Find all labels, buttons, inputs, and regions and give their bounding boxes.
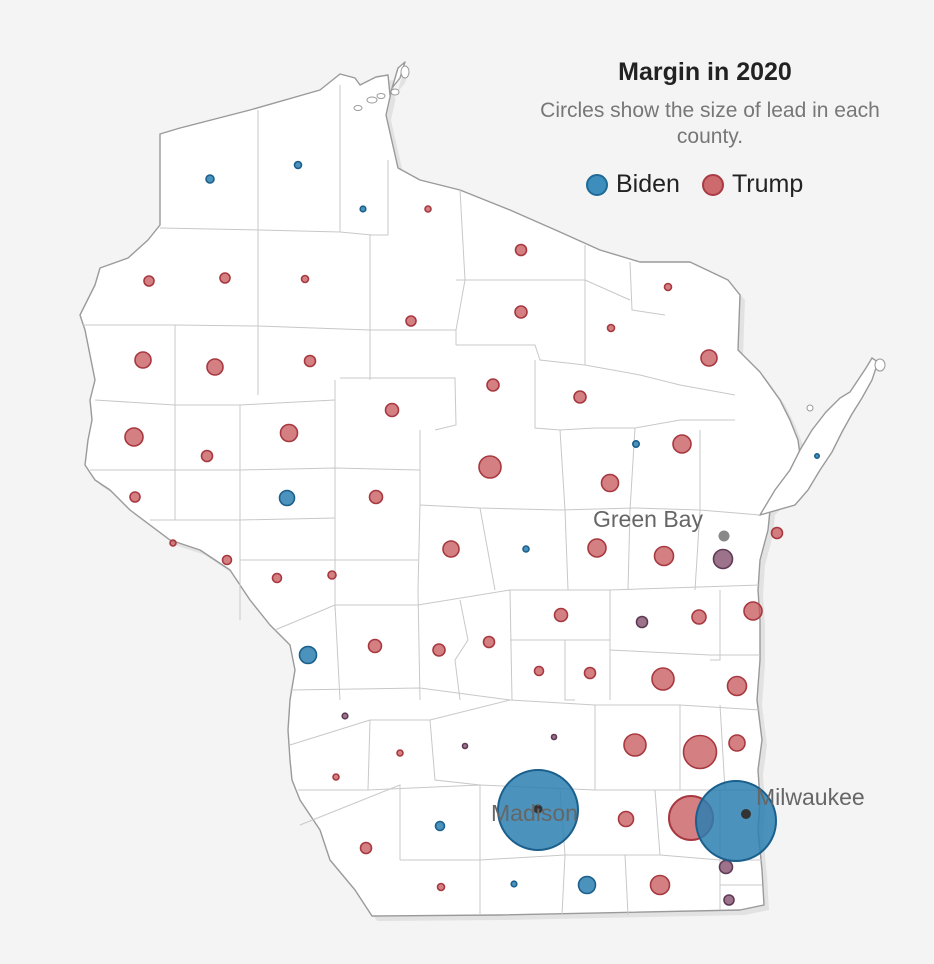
trump-lead-circle bbox=[700, 349, 718, 367]
biden-lead-circle bbox=[522, 545, 530, 553]
trump-lead-circle bbox=[359, 841, 373, 855]
legend-trump: Trump bbox=[701, 170, 804, 199]
trump-lead-circle bbox=[300, 274, 310, 284]
biden-lead-circle bbox=[278, 489, 296, 507]
door-peninsula bbox=[758, 357, 879, 517]
trump-lead-circle bbox=[770, 526, 784, 540]
trump-lead-circle bbox=[617, 810, 635, 828]
biden-lead-circle bbox=[434, 820, 446, 832]
milwaukee-dot bbox=[741, 809, 751, 819]
biden-lead-circle bbox=[577, 875, 597, 895]
county-circles bbox=[124, 160, 820, 906]
trump-lead-circle bbox=[367, 638, 383, 654]
overlap-lead-circle bbox=[712, 548, 734, 570]
trump-lead-circle bbox=[728, 734, 746, 752]
trump-lead-circle bbox=[486, 378, 500, 392]
legend-title: Margin in 2020 bbox=[618, 58, 792, 86]
trump-lead-circle bbox=[384, 402, 400, 418]
trump-lead-circle bbox=[691, 609, 707, 625]
trump-lead-circle bbox=[514, 243, 528, 257]
milwaukee-label: Milwaukee bbox=[756, 784, 865, 810]
biden-lead-circle bbox=[813, 452, 820, 459]
trump-lead-circle bbox=[327, 570, 337, 580]
trump-lead-circle bbox=[143, 275, 155, 287]
trump-lead-circle bbox=[405, 315, 417, 327]
madison-dot bbox=[533, 804, 543, 814]
trump-lead-circle bbox=[124, 427, 144, 447]
trump-lead-circle bbox=[553, 607, 569, 623]
trump-lead-circle bbox=[649, 874, 671, 896]
trump-lead-circle bbox=[482, 635, 496, 649]
overlap-lead-circle bbox=[341, 712, 349, 720]
trump-lead-circle bbox=[396, 749, 404, 757]
biden-label: Biden bbox=[616, 170, 680, 198]
trump-lead-circle bbox=[478, 455, 502, 479]
trump-lead-circle bbox=[206, 358, 224, 376]
trump-lead-circle bbox=[583, 666, 597, 680]
biden-lead-circle bbox=[205, 174, 215, 184]
trump-lead-circle bbox=[442, 540, 460, 558]
biden-lead-circle bbox=[695, 780, 777, 862]
small-island bbox=[806, 404, 814, 412]
overlap-lead-circle bbox=[718, 859, 734, 875]
biden-lead-circle bbox=[293, 160, 303, 170]
trump-lead-circle bbox=[573, 390, 587, 404]
biden-lead-circle bbox=[298, 645, 318, 665]
state-land bbox=[79, 61, 803, 917]
overlap-lead-circle bbox=[635, 615, 649, 629]
trump-lead-circle bbox=[436, 882, 446, 892]
trump-lead-circle bbox=[332, 773, 340, 781]
biden-lead-circle bbox=[510, 880, 518, 888]
trump-lead-circle bbox=[134, 351, 152, 369]
legend-biden: Biden bbox=[586, 170, 680, 199]
green-bay-dot bbox=[718, 530, 730, 542]
biden-swatch-icon bbox=[586, 173, 608, 196]
trump-lead-circle bbox=[279, 423, 299, 443]
trump-lead-circle bbox=[682, 734, 718, 770]
legend-subtitle: Circles show the size of lead in each co… bbox=[540, 99, 880, 148]
overlap-lead-circle bbox=[550, 733, 558, 741]
trump-lead-circle bbox=[743, 601, 763, 621]
overlap-lead-circle bbox=[723, 894, 735, 906]
legend-keys: Biden Trump bbox=[586, 170, 803, 199]
trump-lead-circle bbox=[726, 675, 748, 697]
trump-lead-circle bbox=[303, 354, 317, 368]
trump-lead-circle bbox=[129, 491, 141, 503]
trump-lead-circle bbox=[219, 272, 231, 284]
biden-lead-circle bbox=[631, 439, 640, 448]
biden-lead-circle bbox=[359, 205, 367, 213]
trump-lead-circle bbox=[169, 539, 177, 547]
washington-island bbox=[874, 358, 886, 372]
trump-lead-circle bbox=[663, 282, 673, 292]
trump-lead-circle bbox=[606, 323, 616, 333]
trump-lead-circle bbox=[672, 434, 692, 454]
trump-label: Trump bbox=[731, 170, 804, 198]
trump-lead-circle bbox=[368, 489, 384, 505]
city-markers: Green Bay Madison Milwaukee bbox=[491, 506, 865, 826]
trump-lead-circle bbox=[587, 538, 607, 558]
overlap-lead-circle bbox=[461, 742, 469, 750]
trump-lead-circle bbox=[221, 554, 233, 566]
trump-lead-circle bbox=[533, 665, 545, 677]
apostle-islands bbox=[353, 65, 410, 111]
trump-lead-circle bbox=[623, 733, 647, 757]
trump-lead-circle bbox=[651, 667, 675, 691]
trump-lead-circle bbox=[514, 305, 528, 319]
trump-lead-circle bbox=[200, 449, 214, 463]
trump-lead-circle bbox=[271, 572, 283, 584]
trump-lead-circle bbox=[600, 473, 620, 493]
trump-swatch-icon bbox=[701, 173, 724, 196]
green-bay-label: Green Bay bbox=[593, 506, 703, 532]
trump-lead-circle bbox=[653, 545, 675, 567]
trump-lead-circle bbox=[424, 205, 432, 213]
trump-lead-circle bbox=[432, 643, 446, 657]
madison-label: Madison bbox=[491, 800, 578, 826]
